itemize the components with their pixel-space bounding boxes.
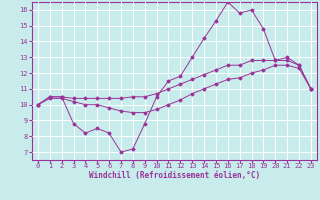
X-axis label: Windchill (Refroidissement éolien,°C): Windchill (Refroidissement éolien,°C) bbox=[89, 171, 260, 180]
